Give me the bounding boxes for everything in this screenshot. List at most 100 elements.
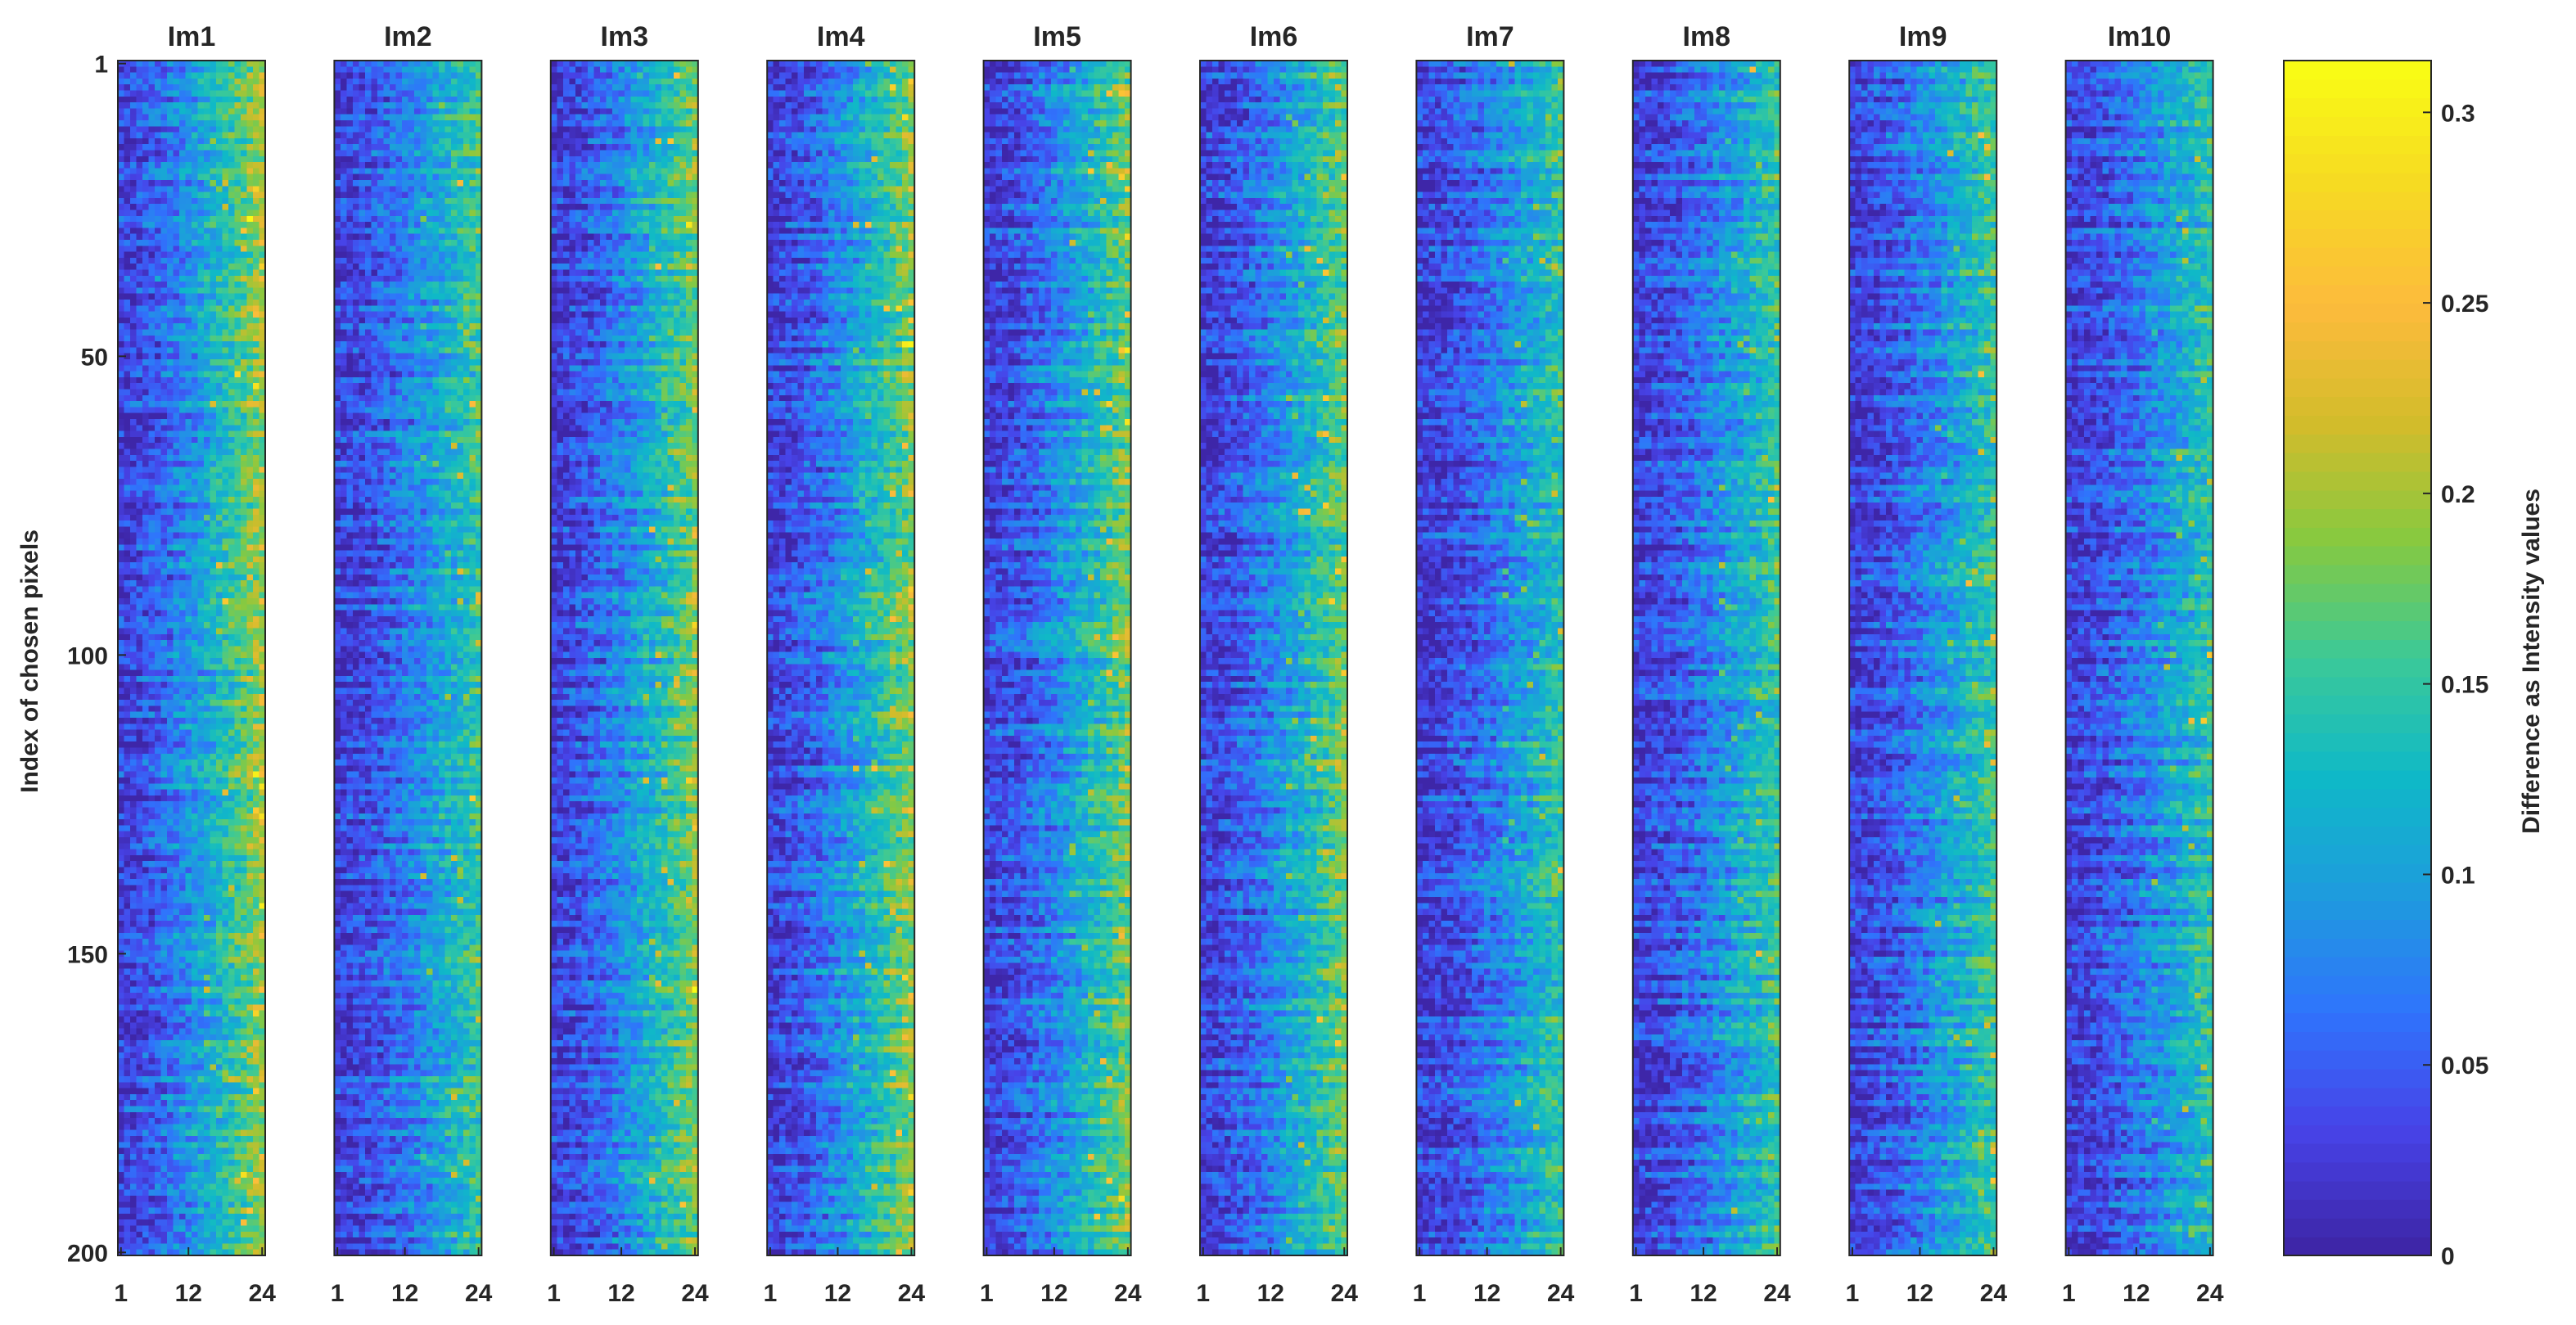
heatmap-cell — [174, 1166, 180, 1173]
heatmap-cell — [130, 783, 137, 790]
heatmap-cell — [167, 705, 174, 712]
heatmap-cell — [444, 61, 451, 67]
heatmap-cell — [174, 759, 180, 766]
heatmap-cell — [216, 323, 223, 330]
heatmap-cell — [204, 1166, 210, 1173]
heatmap-cell — [174, 646, 180, 652]
heatmap-cell — [241, 1058, 247, 1065]
heatmap-cell — [223, 855, 229, 862]
heatmap-cell — [167, 1076, 174, 1083]
heatmap-cell — [210, 509, 217, 516]
heatmap-cell — [210, 108, 217, 115]
heatmap-cell — [167, 801, 174, 808]
heatmap-cell — [198, 1208, 205, 1215]
heatmap-cell — [334, 84, 341, 91]
heatmap-cell — [420, 66, 426, 73]
heatmap-cell — [174, 294, 180, 300]
heatmap-cell — [149, 705, 156, 712]
heatmap-cell — [247, 1058, 254, 1065]
heatmap-cell — [198, 1016, 205, 1023]
heatmap-cell — [228, 808, 235, 814]
heatmap-cell — [241, 897, 247, 904]
heatmap-cell — [247, 174, 254, 181]
heatmap-cell — [124, 246, 131, 252]
heatmap-cell — [161, 1142, 168, 1148]
heatmap-cell — [192, 1011, 198, 1017]
heatmap-cell — [210, 97, 217, 103]
heatmap-cell — [149, 885, 156, 891]
heatmap-cell — [137, 156, 143, 163]
heatmap-cell — [192, 1183, 198, 1190]
heatmap-cell — [235, 705, 241, 712]
heatmap-cell — [142, 891, 149, 898]
heatmap-cell — [198, 192, 205, 199]
heatmap-cell — [241, 712, 247, 719]
heatmap-cell — [204, 365, 210, 372]
heatmap-cell — [210, 1154, 217, 1161]
heatmap-cell — [179, 891, 186, 898]
heatmap-cell — [241, 461, 247, 467]
heatmap-cell — [247, 557, 254, 563]
heatmap-cell — [228, 515, 235, 521]
heatmap-cell — [192, 801, 198, 808]
heatmap-cell — [179, 174, 186, 181]
heatmap-cell — [161, 102, 168, 109]
heatmap-cell — [179, 479, 186, 485]
heatmap-cell — [210, 216, 217, 223]
heatmap-cell — [216, 1112, 223, 1119]
heatmap-cell — [253, 808, 259, 814]
heatmap-cell — [167, 909, 174, 916]
heatmap-cell — [149, 133, 156, 139]
heatmap-cell — [228, 1243, 235, 1250]
heatmap-cell — [186, 491, 192, 498]
heatmap-cell — [235, 156, 241, 163]
heatmap-cell — [235, 431, 241, 438]
heatmap-cell — [118, 705, 124, 712]
heatmap-cell — [130, 133, 137, 139]
heatmap-cell — [149, 909, 156, 916]
heatmap-cell — [198, 1118, 205, 1124]
heatmap-cell — [149, 341, 156, 348]
heatmap-cell — [228, 1052, 235, 1059]
heatmap-cell — [142, 115, 149, 121]
heatmap-cell — [216, 993, 223, 999]
heatmap-cell — [130, 515, 137, 521]
heatmap-cell — [253, 777, 259, 784]
heatmap-cell — [167, 305, 174, 312]
heatmap-cell — [235, 133, 241, 139]
heatmap-cell — [198, 312, 205, 318]
heatmap-cell — [149, 772, 156, 778]
heatmap-cell — [130, 1094, 137, 1101]
heatmap-cell — [142, 801, 149, 808]
heatmap-cell — [155, 341, 161, 348]
heatmap-cell — [241, 748, 247, 755]
heatmap-cell — [167, 1100, 174, 1106]
heatmap-cell — [186, 993, 192, 999]
heatmap-cell — [174, 718, 180, 724]
heatmap-cell — [118, 120, 124, 127]
heatmap-cell — [130, 832, 137, 838]
heatmap-cell — [137, 1100, 143, 1106]
heatmap-cell — [167, 598, 174, 605]
heatmap-cell — [186, 652, 192, 659]
heatmap-cell — [241, 390, 247, 396]
heatmap-cell — [377, 61, 384, 67]
heatmap-cell — [228, 891, 235, 898]
heatmap-cell — [247, 1088, 254, 1095]
heatmap-cell — [241, 801, 247, 808]
heatmap-cell — [174, 377, 180, 384]
heatmap-cell — [247, 569, 254, 575]
heatmap-cell — [161, 586, 168, 593]
heatmap-cell — [149, 151, 156, 157]
heatmap-cell — [179, 562, 186, 569]
heatmap-cell — [241, 1016, 247, 1023]
heatmap-cell — [149, 808, 156, 814]
heatmap-cell — [130, 569, 137, 575]
heatmap-cell — [167, 837, 174, 844]
heatmap-cell — [204, 91, 210, 97]
heatmap-cell — [186, 939, 192, 945]
heatmap-cell — [118, 73, 124, 79]
heatmap-cell — [167, 168, 174, 174]
heatmap-cell — [235, 1047, 241, 1053]
heatmap-cell — [118, 748, 124, 755]
